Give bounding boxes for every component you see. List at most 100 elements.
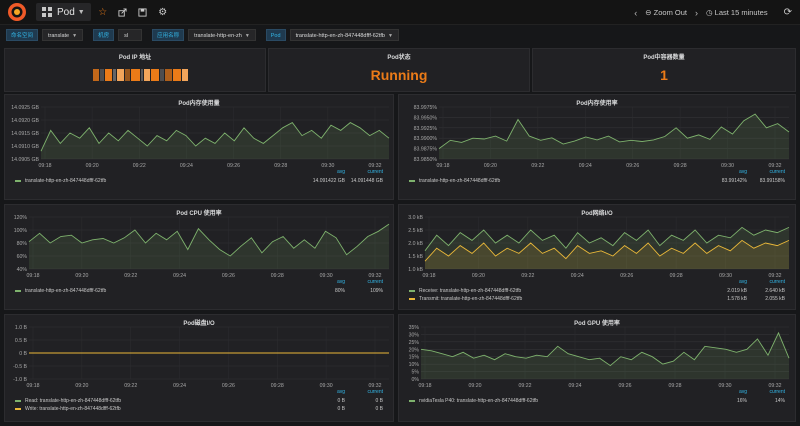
variable-select-app[interactable]: translate-http-en-zh ▼: [188, 29, 256, 41]
variable-value: sl: [124, 33, 129, 39]
legend-series-name: Transmit: translate-http-en-zh-847448dff…: [419, 296, 523, 302]
time-picker-button[interactable]: ◷ Last 15 minutes: [706, 8, 768, 17]
panel-pod-gpu-usage: Pod GPU 使用率 35% 30% 25% 20% 15% 10% 5% 0% 09:18 09…: [398, 314, 796, 422]
panel-pod-ip: Pod IP 地址: [4, 48, 266, 92]
panel-title: Pod状态: [387, 55, 411, 61]
y-tick-label: 60%: [17, 254, 28, 260]
legend-swatch: [409, 297, 415, 300]
variable-value: translate-http-en-zh: [194, 33, 242, 39]
dashboard-title: Pod: [57, 6, 75, 18]
x-tick-label: 09:24: [571, 273, 584, 279]
share-icon[interactable]: [115, 4, 131, 20]
x-tick-label: 09:30: [719, 383, 732, 389]
legend-header-current[interactable]: current: [769, 169, 785, 175]
legend-series[interactable]: Write: translate-http-en-zh-847448dfff-6…: [15, 406, 121, 412]
variable-label-app: 应用名称: [152, 29, 185, 41]
legend-value-avg: 0 B: [337, 398, 345, 404]
y-tick-label: 80%: [17, 241, 28, 247]
legend-header-avg[interactable]: avg: [738, 389, 747, 395]
star-icon[interactable]: ☆: [98, 6, 108, 18]
legend-series-name: Receive: translate-http-en-zh-847448dfff…: [419, 288, 522, 294]
x-tick-label: 09:32: [369, 383, 382, 389]
legend-value-avg: 83.99142%: [721, 178, 747, 184]
time-range-label: Last 15 minutes: [714, 8, 768, 17]
legend-series[interactable]: translate-http-en-zh-847448dfff-62tfb: [409, 178, 500, 184]
x-tick-label: 09:32: [369, 163, 382, 169]
legend-swatch: [409, 179, 415, 182]
series-area-0: [421, 332, 789, 379]
x-tick-label: 09:24: [180, 163, 193, 169]
y-tick-label: 83.9875%: [414, 147, 438, 153]
graph-canvas: 120% 100% 80% 60% 40%09:18 09:20 09:22 09:24 09:…: [14, 215, 390, 279]
variable-select-datacenter[interactable]: sl: [118, 29, 143, 41]
panel-container-count: Pod中容器数量 1: [532, 48, 796, 92]
panel-pod-memory-usage: Pod内存使用量 14.0925 GB 14.0920 GB 14.0915 GB 14…: [4, 94, 394, 200]
legend-swatch: [15, 407, 21, 410]
legend-header-avg[interactable]: avg: [336, 279, 345, 285]
x-tick-label: 09:20: [75, 273, 88, 279]
legend-header-current[interactable]: current: [769, 279, 785, 285]
grafana-logo-icon[interactable]: [6, 1, 28, 23]
y-tick-label: 100%: [14, 228, 28, 234]
time-forward-chevron-icon[interactable]: ›: [695, 7, 699, 18]
x-tick-label: 09:26: [227, 163, 240, 169]
zoom-out-icon: ⊖: [645, 8, 652, 17]
y-tick-label: 83.9850%: [414, 157, 438, 163]
variable-label-pod: Pod: [265, 29, 286, 41]
x-tick-label: 09:26: [222, 383, 235, 389]
legend-series[interactable]: Receive: translate-http-en-zh-847448dfff…: [409, 288, 521, 294]
x-tick-label: 09:32: [769, 273, 782, 279]
legend-header-avg[interactable]: avg: [738, 279, 747, 285]
x-tick-label: 09:22: [521, 273, 534, 279]
panel-title: Pod网络I/O: [581, 211, 613, 217]
legend-series[interactable]: Transmit: translate-http-en-zh-847448dff…: [409, 296, 522, 302]
x-tick-label: 09:32: [369, 273, 382, 279]
x-tick-label: 09:18: [419, 383, 432, 389]
x-tick-label: 09:26: [620, 273, 633, 279]
x-tick-label: 09:24: [173, 273, 186, 279]
legend-swatch: [409, 399, 415, 402]
y-tick-label: 0.5 B: [15, 338, 28, 344]
refresh-icon[interactable]: ⟳: [783, 7, 792, 18]
legend-series[interactable]: nvidiaTesla P40: translate-http-en-zh-84…: [409, 398, 538, 404]
x-tick-label: 09:18: [437, 163, 450, 169]
time-back-chevron-icon[interactable]: ‹: [634, 7, 638, 18]
variable-label-datacenter: 机房: [93, 29, 115, 41]
x-tick-label: 09:28: [271, 383, 284, 389]
variable-select-pod[interactable]: translate-http-en-zh-847448dfff-62tfb ▼: [289, 29, 399, 41]
legend-header-avg[interactable]: avg: [336, 169, 345, 175]
y-tick-label: 10%: [409, 362, 420, 368]
graph-canvas: 1.0 B 0.5 B 0 B -0.5 B -1.0 B09:18 09:20 09:22…: [13, 325, 389, 389]
legend-value-current: 14.091448 GB: [350, 178, 383, 184]
legend-value-current: 2.055 kB: [765, 296, 785, 302]
series-area-1: [425, 240, 789, 269]
legend-header-avg[interactable]: avg: [336, 389, 345, 395]
panel-title: Pod内存使用率: [576, 101, 618, 107]
series-line-0: [424, 226, 790, 252]
x-tick-label: 09:30: [719, 273, 732, 279]
x-tick-label: 09:22: [133, 163, 146, 169]
legend-series-name: nvidiaTesla P40: translate-http-en-zh-84…: [419, 398, 539, 404]
legend-value-avg: 2.019 kB: [727, 288, 747, 294]
variable-value: translate: [48, 33, 70, 39]
variable-select-namespace[interactable]: translate ▼: [42, 29, 84, 41]
legend-header-current[interactable]: current: [367, 169, 383, 175]
x-tick-label: 09:22: [124, 383, 137, 389]
zoom-out-button[interactable]: ⊖ Zoom Out: [645, 8, 687, 17]
x-tick-label: 09:26: [626, 163, 639, 169]
legend-value-current: 14%: [774, 398, 785, 404]
panel-title: Pod中容器数量: [643, 55, 685, 61]
graph-canvas: 35%30% 25%20% 15%10% 5%0%09:18 09:20 09:22 09:…: [409, 325, 790, 389]
legend-series[interactable]: translate-http-en-zh-847448dfff-62tfb: [15, 288, 106, 294]
legend-series[interactable]: Read: translate-http-en-zh-847448dfff-62…: [15, 398, 121, 404]
legend-series[interactable]: translate-http-en-zh-847448dfff-62tfb: [15, 178, 106, 184]
zoom-out-label: Zoom Out: [653, 8, 688, 17]
legend-series-name: translate-http-en-zh-847448dfff-62tfb: [419, 178, 501, 184]
legend-header-avg[interactable]: avg: [738, 169, 747, 175]
settings-gear-icon[interactable]: ⚙: [158, 6, 168, 18]
legend-header-current[interactable]: current: [367, 279, 383, 285]
legend-header-current[interactable]: current: [367, 389, 383, 395]
legend-header-current[interactable]: current: [769, 389, 785, 395]
dashboard-picker[interactable]: Pod ▼: [36, 3, 91, 21]
save-icon[interactable]: [135, 4, 151, 20]
